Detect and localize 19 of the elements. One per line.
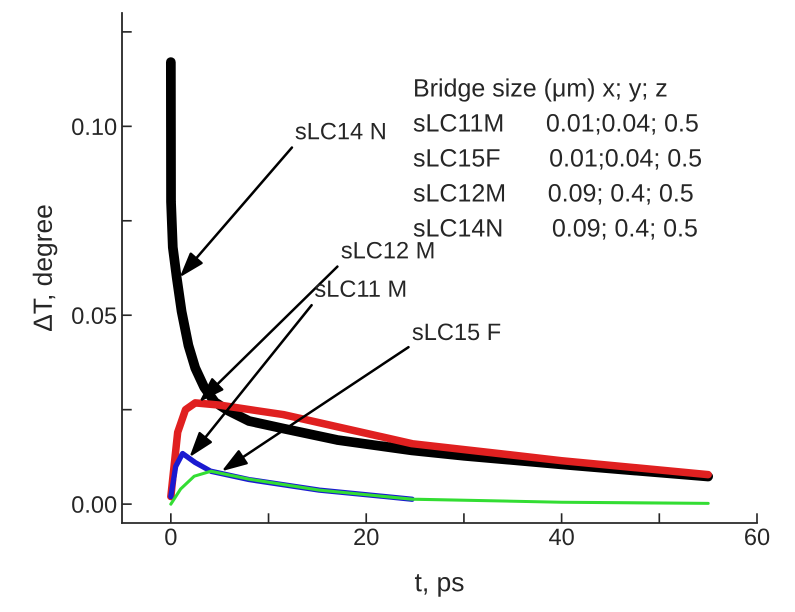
annotation: sLC14N 0.09; 0.4; 0.5 xyxy=(414,219,697,240)
annotation: sLC14 N xyxy=(296,122,385,140)
x-tick-label: 40 xyxy=(549,528,574,546)
y-axis-title: ΔT, degree xyxy=(32,205,58,332)
line-series xyxy=(169,470,710,506)
x-tick-label: 0 xyxy=(165,528,176,546)
annotation: sLC11M 0.01;0.04; 0.5 xyxy=(414,114,698,135)
x-tick-label: 20 xyxy=(354,528,378,546)
annotation: sLC12 M xyxy=(342,242,434,259)
annotation: sLC12M 0.09; 0.4; 0.5 xyxy=(414,184,693,205)
annotation: sLC11 M xyxy=(315,280,406,298)
x-tick-label: 60 xyxy=(745,528,770,546)
y-tick-label: 0.10 xyxy=(72,118,116,136)
annotation: Bridge size (μm) x; y; z xyxy=(415,78,666,102)
annotation: sLC15F 0.01;0.04; 0.5 xyxy=(414,149,702,170)
x-axis-title: t, ps xyxy=(414,574,464,597)
y-tick-label: 0.05 xyxy=(72,307,116,324)
y-tick-label: 0.00 xyxy=(72,496,116,513)
annotation: sLC15 F xyxy=(412,323,500,340)
